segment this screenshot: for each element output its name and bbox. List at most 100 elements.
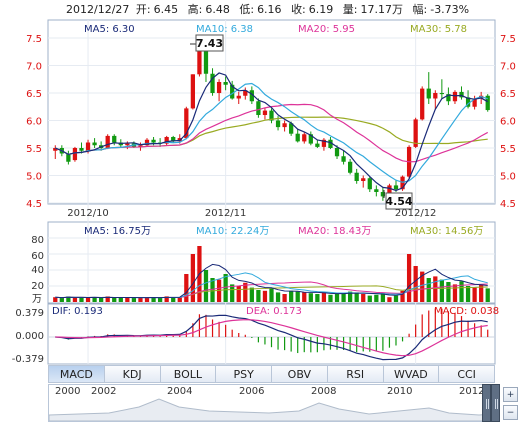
candle-body — [210, 73, 215, 93]
volume-bar — [361, 294, 366, 302]
tab-kdj[interactable]: KDJ — [103, 365, 160, 383]
volume-unit: 万 — [32, 294, 42, 305]
candle-body — [420, 88, 425, 120]
candle-body — [347, 161, 353, 173]
candle-body — [289, 123, 294, 134]
candle-body — [223, 82, 228, 85]
price-ma10-legend: MA10: 6.38 — [196, 24, 253, 35]
price-tick-right: 7.5 — [500, 34, 516, 45]
volume-bar — [53, 297, 58, 302]
indicator-tabs: MACD KDJ BOLL PSY OBV RSI WVAD CCI — [48, 365, 495, 383]
nav-year-2000: 2000 — [55, 386, 81, 397]
macd-tick-zero: 0.000 — [15, 331, 44, 342]
candle-body — [92, 142, 97, 146]
volume-bar — [321, 292, 327, 302]
moving-average-lines — [55, 72, 489, 192]
volume-bar — [452, 284, 458, 302]
candle-body — [282, 123, 287, 128]
candle-body — [354, 172, 359, 181]
dif-line — [55, 314, 488, 361]
volume-ma5-legend: MA5: 16.75万 — [84, 226, 151, 237]
volume-bar — [308, 293, 313, 302]
volume-bar — [479, 284, 484, 302]
candle-body — [439, 93, 444, 95]
candle-body — [328, 139, 333, 148]
volume-bar — [413, 266, 418, 302]
volume-value: 量: 17.17万 — [342, 3, 403, 16]
candle-body — [452, 91, 458, 102]
volume-bar — [112, 298, 117, 302]
candle-body — [446, 94, 451, 102]
volume-bar — [210, 278, 215, 302]
volume-bar — [347, 291, 353, 302]
volume-tick-60: 60 — [31, 251, 44, 262]
candle-body — [393, 185, 399, 190]
volume-bar — [85, 298, 91, 302]
high-annotation: 7.43 — [196, 37, 223, 50]
grid-lines — [48, 20, 495, 364]
volume-bar — [275, 292, 281, 302]
timeline-navigator[interactable]: 2000 2002 2004 2006 2008 2010 2012 — [48, 384, 495, 422]
volume-bar — [79, 297, 84, 302]
zoom-out-button[interactable]: − — [503, 405, 518, 420]
macd-lines — [55, 314, 488, 361]
volume-bar — [256, 290, 261, 302]
price-tick-right: 5.5 — [500, 144, 516, 155]
volume-bar — [354, 292, 359, 302]
volume-bar — [485, 288, 490, 302]
candle-body — [197, 41, 202, 75]
volume-bar — [269, 287, 274, 302]
volume-tick-40: 40 — [31, 265, 44, 276]
price-tick-right: 4.5 — [500, 199, 516, 210]
candle-body — [269, 110, 274, 121]
price-ma30-legend: MA30: 5.78 — [410, 24, 467, 35]
tab-wvad[interactable]: WVAD — [382, 365, 439, 383]
volume-bar — [131, 298, 137, 302]
tab-cci[interactable]: CCI — [438, 365, 495, 383]
navigator-right-handle[interactable] — [491, 384, 500, 422]
price-axis-right: 7.5 7.0 6.5 6.0 5.5 5.0 4.5 — [500, 34, 516, 210]
volume-bar — [164, 296, 169, 302]
zoom-in-button[interactable]: + — [503, 387, 518, 402]
volume-bar — [295, 291, 300, 302]
volume-bar — [472, 287, 477, 302]
candle-body — [230, 84, 235, 99]
volume-bar — [59, 298, 64, 302]
volume-ma10-legend: MA10: 22.24万 — [196, 226, 269, 237]
volume-bar — [374, 294, 379, 302]
candle-body — [465, 97, 471, 107]
candle-body — [203, 41, 209, 74]
price-tick-right: 6.5 — [500, 89, 516, 100]
low-annotation: 4.54 — [385, 195, 412, 208]
volume-ma-lines — [55, 263, 488, 299]
volume-bar — [92, 297, 97, 302]
low-value: 低: 6.16 — [239, 3, 282, 16]
volume-bar — [367, 295, 372, 302]
ma5-line — [55, 72, 489, 192]
candle-body — [302, 134, 307, 142]
volume-bar — [118, 298, 123, 302]
volume-bar — [282, 294, 287, 302]
candle-body — [380, 192, 386, 197]
tab-psy[interactable]: PSY — [215, 365, 271, 383]
volume-ma20-legend: MA20: 18.43万 — [298, 226, 371, 237]
nav-year-2006: 2006 — [239, 386, 265, 397]
volume-bar — [262, 290, 268, 302]
candle-body — [262, 110, 268, 115]
tab-boll[interactable]: BOLL — [159, 365, 216, 383]
tab-obv[interactable]: OBV — [271, 365, 327, 383]
volume-bar — [249, 287, 254, 302]
macd-tick-top: 0.379 — [15, 308, 44, 319]
price-tick-right: 5.0 — [500, 172, 516, 183]
price-ma20-legend: MA20: 5.95 — [298, 24, 355, 35]
date-label: 2012/12 — [395, 208, 437, 219]
candle-body — [433, 93, 438, 99]
tab-rsi[interactable]: RSI — [326, 365, 383, 383]
tab-macd[interactable]: MACD — [48, 365, 104, 383]
candle-body — [275, 120, 281, 128]
volume-bar — [439, 279, 444, 302]
navigator-left-handle[interactable] — [482, 384, 491, 422]
date-axis: 2012/10 2012/11 2012/12 — [67, 208, 436, 219]
candle-body — [72, 148, 78, 161]
volume-bar — [446, 282, 451, 302]
